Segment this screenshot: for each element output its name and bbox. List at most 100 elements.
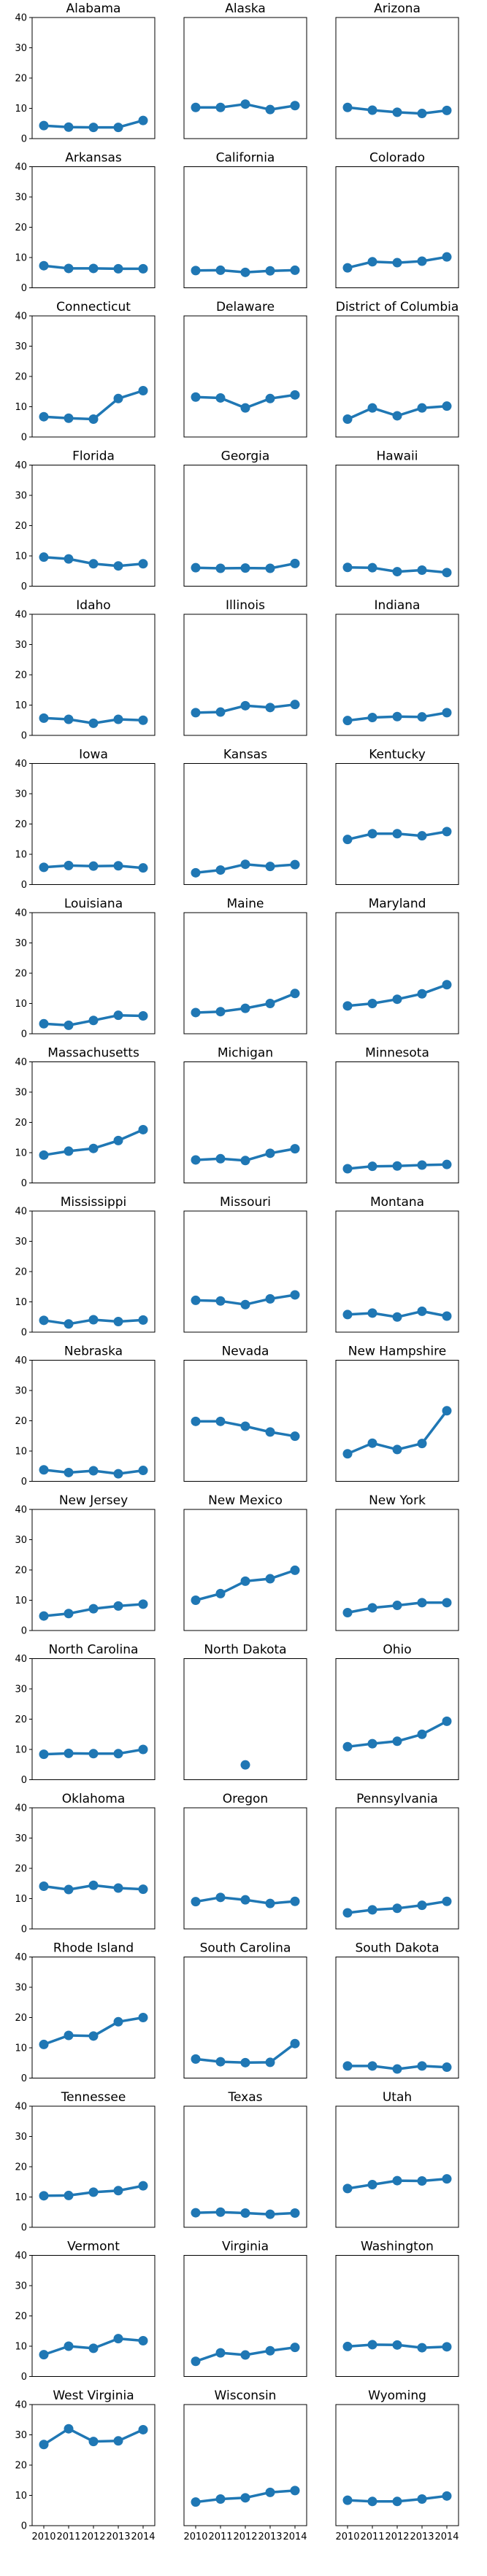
y-tick-label: 30	[15, 1833, 27, 1844]
y-tick-label: 20	[15, 1714, 27, 1725]
y-tick-label: 20	[15, 74, 27, 85]
data-point	[367, 1438, 377, 1448]
panel-south-dakota: South Dakota	[335, 1941, 459, 2078]
data-point	[417, 109, 427, 119]
panel-frame	[31, 1807, 156, 1930]
data-point	[342, 1608, 353, 1618]
data-point	[64, 1467, 74, 1477]
panel-connecticut: Connecticut 0 10 20 30 40	[15, 300, 156, 444]
y-tick-label: 40	[15, 2251, 27, 2262]
data-point	[39, 862, 49, 873]
data-point	[113, 1883, 123, 1893]
data-point	[215, 2057, 226, 2067]
data-point	[392, 567, 402, 577]
data-point	[265, 1574, 275, 1584]
y-tick-label: 10	[15, 700, 27, 711]
data-point	[290, 989, 300, 999]
y-tick-label: 10	[15, 2491, 27, 2502]
y-tick-label: 30	[15, 2430, 27, 2441]
y-tick-label: 10	[15, 1894, 27, 1905]
data-point	[240, 1299, 250, 1310]
data-point	[417, 256, 427, 266]
panel-district-of-columbia: District of Columbia	[335, 300, 459, 438]
panel-frame	[335, 912, 459, 1034]
data-point	[265, 1898, 275, 1908]
data-point	[113, 123, 123, 133]
data-point	[240, 1576, 250, 1586]
data-point	[367, 1161, 377, 1172]
data-point	[39, 2350, 49, 2360]
panel-maryland: Maryland	[335, 897, 459, 1034]
data-point	[265, 2487, 275, 2497]
data-point	[88, 1749, 99, 1759]
data-point	[191, 1897, 201, 1907]
panel-arkansas: Arkansas 0 10 20 30 40	[15, 151, 156, 294]
data-point	[113, 561, 123, 571]
data-point	[39, 713, 49, 723]
y-tick-label: 0	[21, 1029, 27, 1040]
data-point	[342, 1001, 353, 1011]
data-point	[367, 1308, 377, 1318]
data-point	[64, 1748, 74, 1758]
data-point	[191, 708, 201, 718]
data-point	[113, 1749, 123, 1759]
x-tick-label: 2010	[183, 2531, 207, 2542]
panel-frame	[183, 763, 307, 885]
data-point	[417, 2176, 427, 2186]
y-tick-label: 0	[21, 1477, 27, 1488]
panel-minnesota: Minnesota	[335, 1046, 459, 1183]
data-point	[64, 860, 74, 870]
y-tick-label: 20	[15, 223, 27, 233]
data-point	[113, 2436, 123, 2446]
data-point	[215, 392, 226, 403]
panel-frame	[335, 763, 459, 885]
data-point	[191, 1295, 201, 1305]
y-tick-label: 10	[15, 1596, 27, 1606]
panel-title: Tennessee	[61, 2090, 126, 2105]
y-tick-label: 10	[15, 850, 27, 861]
y-tick-label: 20	[15, 521, 27, 532]
data-point	[240, 700, 250, 711]
panel-florida: Florida 0 10 20 30 40	[15, 449, 156, 592]
data-point	[88, 2031, 99, 2041]
y-tick-label: 40	[15, 610, 27, 621]
y-tick-label: 30	[15, 43, 27, 54]
data-point	[290, 558, 300, 568]
panel-title: Ohio	[383, 1643, 411, 1658]
y-tick-label: 20	[15, 372, 27, 383]
y-tick-label: 20	[15, 670, 27, 681]
data-point	[290, 2038, 300, 2049]
data-point	[265, 1293, 275, 1304]
panel-frame	[183, 1061, 307, 1183]
y-tick-label: 0	[21, 1925, 27, 1935]
data-point	[191, 2356, 201, 2367]
panel-frame	[335, 17, 459, 139]
data-point	[191, 1007, 201, 1018]
panel-frame	[31, 2255, 156, 2377]
panel-frame	[335, 1807, 459, 1930]
y-tick-label: 30	[15, 938, 27, 949]
data-point	[39, 120, 49, 131]
data-point	[367, 829, 377, 839]
data-point	[342, 562, 353, 573]
data-point	[290, 1144, 300, 1154]
y-tick-label: 10	[15, 1745, 27, 1756]
data-point	[64, 1319, 74, 1329]
panel-title: District of Columbia	[336, 300, 459, 314]
data-point	[88, 1880, 99, 1890]
data-point	[88, 1466, 99, 1476]
data-point	[342, 1310, 353, 1320]
data-point	[442, 2062, 452, 2073]
data-point	[138, 559, 148, 569]
data-point	[138, 1884, 148, 1895]
y-tick-label: 20	[15, 969, 27, 980]
data-point	[442, 1406, 452, 1416]
y-tick-label: 40	[15, 759, 27, 770]
panel-frame	[183, 315, 307, 438]
panel-montana: Montana	[335, 1195, 459, 1333]
data-point	[240, 1003, 250, 1013]
data-point	[113, 714, 123, 724]
y-tick-label: 0	[21, 581, 27, 592]
data-point	[265, 563, 275, 573]
y-tick-label: 10	[15, 1148, 27, 1159]
